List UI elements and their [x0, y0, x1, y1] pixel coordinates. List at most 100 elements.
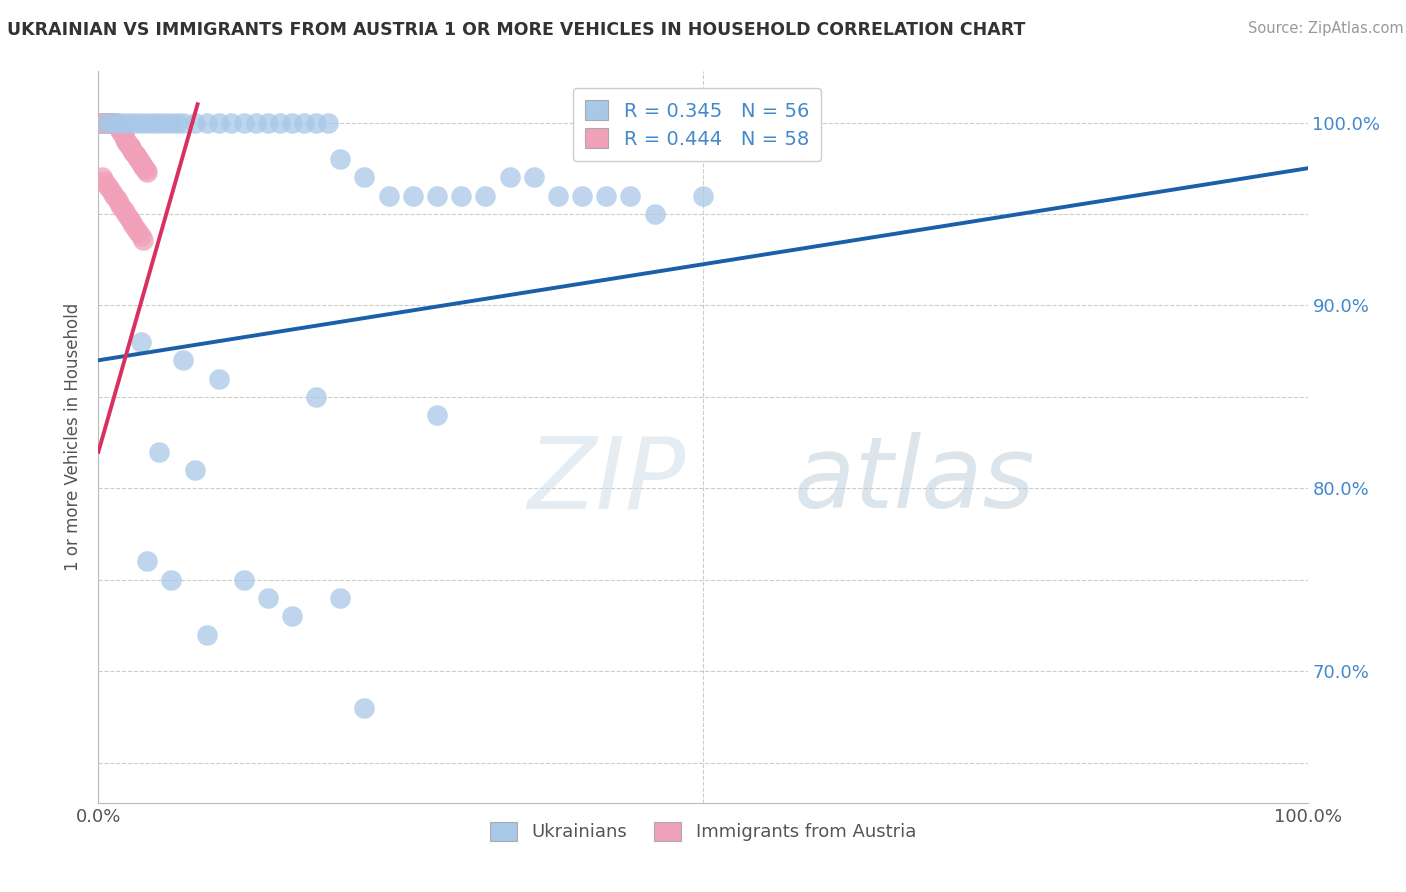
Point — [111, 115, 134, 129]
Point — [256, 591, 278, 605]
Point — [105, 115, 128, 129]
Point — [112, 203, 135, 218]
Point — [108, 123, 131, 137]
Point — [498, 170, 520, 185]
Point — [100, 115, 122, 129]
Point — [103, 188, 125, 202]
Point — [245, 115, 267, 129]
Point — [107, 120, 129, 134]
Point — [101, 115, 124, 129]
Point — [110, 125, 132, 139]
Point — [135, 115, 157, 129]
Point — [90, 115, 112, 129]
Point — [135, 163, 157, 178]
Point — [108, 121, 131, 136]
Point — [619, 188, 641, 202]
Point — [160, 115, 183, 129]
Point — [120, 214, 142, 228]
Point — [122, 218, 145, 232]
Point — [644, 207, 666, 221]
Point — [184, 115, 207, 129]
Point — [118, 137, 141, 152]
Point — [571, 188, 593, 202]
Point — [208, 371, 231, 385]
Point — [305, 390, 328, 404]
Point — [595, 188, 617, 202]
Point — [100, 185, 122, 199]
Point — [108, 196, 131, 211]
Point — [104, 115, 127, 129]
Point — [426, 408, 449, 422]
Text: Source: ZipAtlas.com: Source: ZipAtlas.com — [1247, 21, 1403, 36]
Point — [120, 141, 142, 155]
Point — [128, 153, 150, 168]
Point — [474, 188, 496, 202]
Point — [124, 146, 146, 161]
Point — [195, 627, 218, 641]
Point — [329, 152, 352, 166]
Point — [134, 161, 156, 176]
Point — [125, 221, 148, 235]
Point — [115, 207, 138, 221]
Point — [166, 115, 188, 129]
Point — [127, 225, 149, 239]
Point — [129, 155, 152, 169]
Point — [118, 139, 141, 153]
Point — [124, 115, 146, 129]
Point — [115, 134, 138, 148]
Point — [127, 150, 149, 164]
Point — [353, 170, 375, 185]
Point — [112, 130, 135, 145]
Point — [547, 188, 569, 202]
Point — [316, 115, 339, 129]
Text: ZIP: ZIP — [527, 433, 686, 530]
Point — [172, 353, 194, 368]
Point — [93, 115, 115, 129]
Point — [195, 115, 218, 129]
Point — [232, 573, 254, 587]
Point — [111, 127, 134, 141]
Point — [142, 115, 165, 129]
Point — [208, 115, 231, 129]
Point — [221, 115, 243, 129]
Point — [402, 188, 425, 202]
Text: UKRAINIAN VS IMMIGRANTS FROM AUSTRIA 1 OR MORE VEHICLES IN HOUSEHOLD CORRELATION: UKRAINIAN VS IMMIGRANTS FROM AUSTRIA 1 O… — [7, 21, 1025, 38]
Point — [100, 115, 122, 129]
Point — [122, 145, 145, 159]
Point — [353, 700, 375, 714]
Point — [292, 115, 315, 129]
Point — [125, 148, 148, 162]
Point — [172, 115, 194, 129]
Point — [91, 115, 114, 129]
Point — [281, 115, 304, 129]
Point — [129, 334, 152, 349]
Point — [135, 554, 157, 568]
Point — [131, 158, 153, 172]
Point — [93, 115, 115, 129]
Y-axis label: 1 or more Vehicles in Household: 1 or more Vehicles in Household — [65, 303, 83, 571]
Point — [105, 193, 128, 207]
Point — [114, 132, 136, 146]
Point — [329, 591, 352, 605]
Point — [160, 573, 183, 587]
Legend: Ukrainians, Immigrants from Austria: Ukrainians, Immigrants from Austria — [482, 814, 924, 848]
Point — [426, 188, 449, 202]
Point — [105, 115, 128, 129]
Point — [103, 115, 125, 129]
Point — [96, 178, 118, 192]
Point — [121, 143, 143, 157]
Point — [153, 115, 176, 129]
Point — [96, 115, 118, 129]
Point — [118, 115, 141, 129]
Point — [91, 170, 114, 185]
Point — [118, 211, 141, 225]
Point — [94, 115, 117, 129]
Point — [110, 200, 132, 214]
Point — [132, 160, 155, 174]
Point — [117, 136, 139, 150]
Point — [305, 115, 328, 129]
Point — [129, 115, 152, 129]
Point — [127, 152, 149, 166]
Point — [377, 188, 399, 202]
Point — [135, 165, 157, 179]
